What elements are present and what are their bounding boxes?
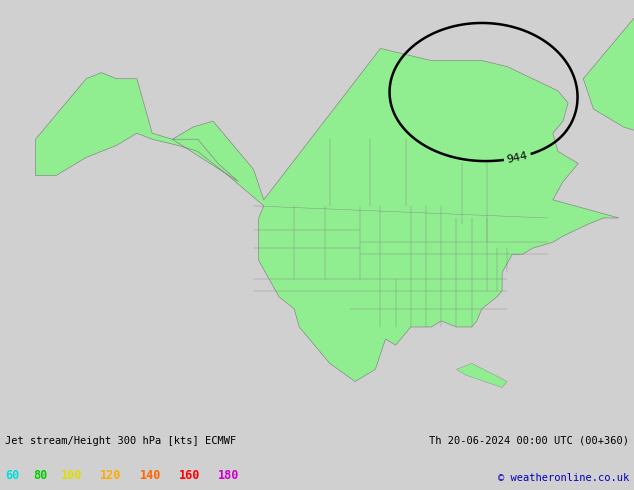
Text: 120: 120	[100, 469, 122, 482]
Text: 80: 80	[33, 469, 47, 482]
Text: © weatheronline.co.uk: © weatheronline.co.uk	[498, 473, 629, 483]
Text: 140: 140	[139, 469, 161, 482]
Text: 60: 60	[5, 469, 19, 482]
Polygon shape	[583, 0, 634, 139]
Text: 944: 944	[506, 150, 529, 165]
Text: 100: 100	[61, 469, 82, 482]
Text: 160: 160	[179, 469, 200, 482]
Polygon shape	[36, 49, 619, 381]
Text: 180: 180	[218, 469, 240, 482]
Text: Jet stream/Height 300 hPa [kts] ECMWF: Jet stream/Height 300 hPa [kts] ECMWF	[5, 436, 236, 446]
Polygon shape	[456, 363, 507, 388]
Text: Th 20-06-2024 00:00 UTC (00+360): Th 20-06-2024 00:00 UTC (00+360)	[429, 436, 629, 446]
